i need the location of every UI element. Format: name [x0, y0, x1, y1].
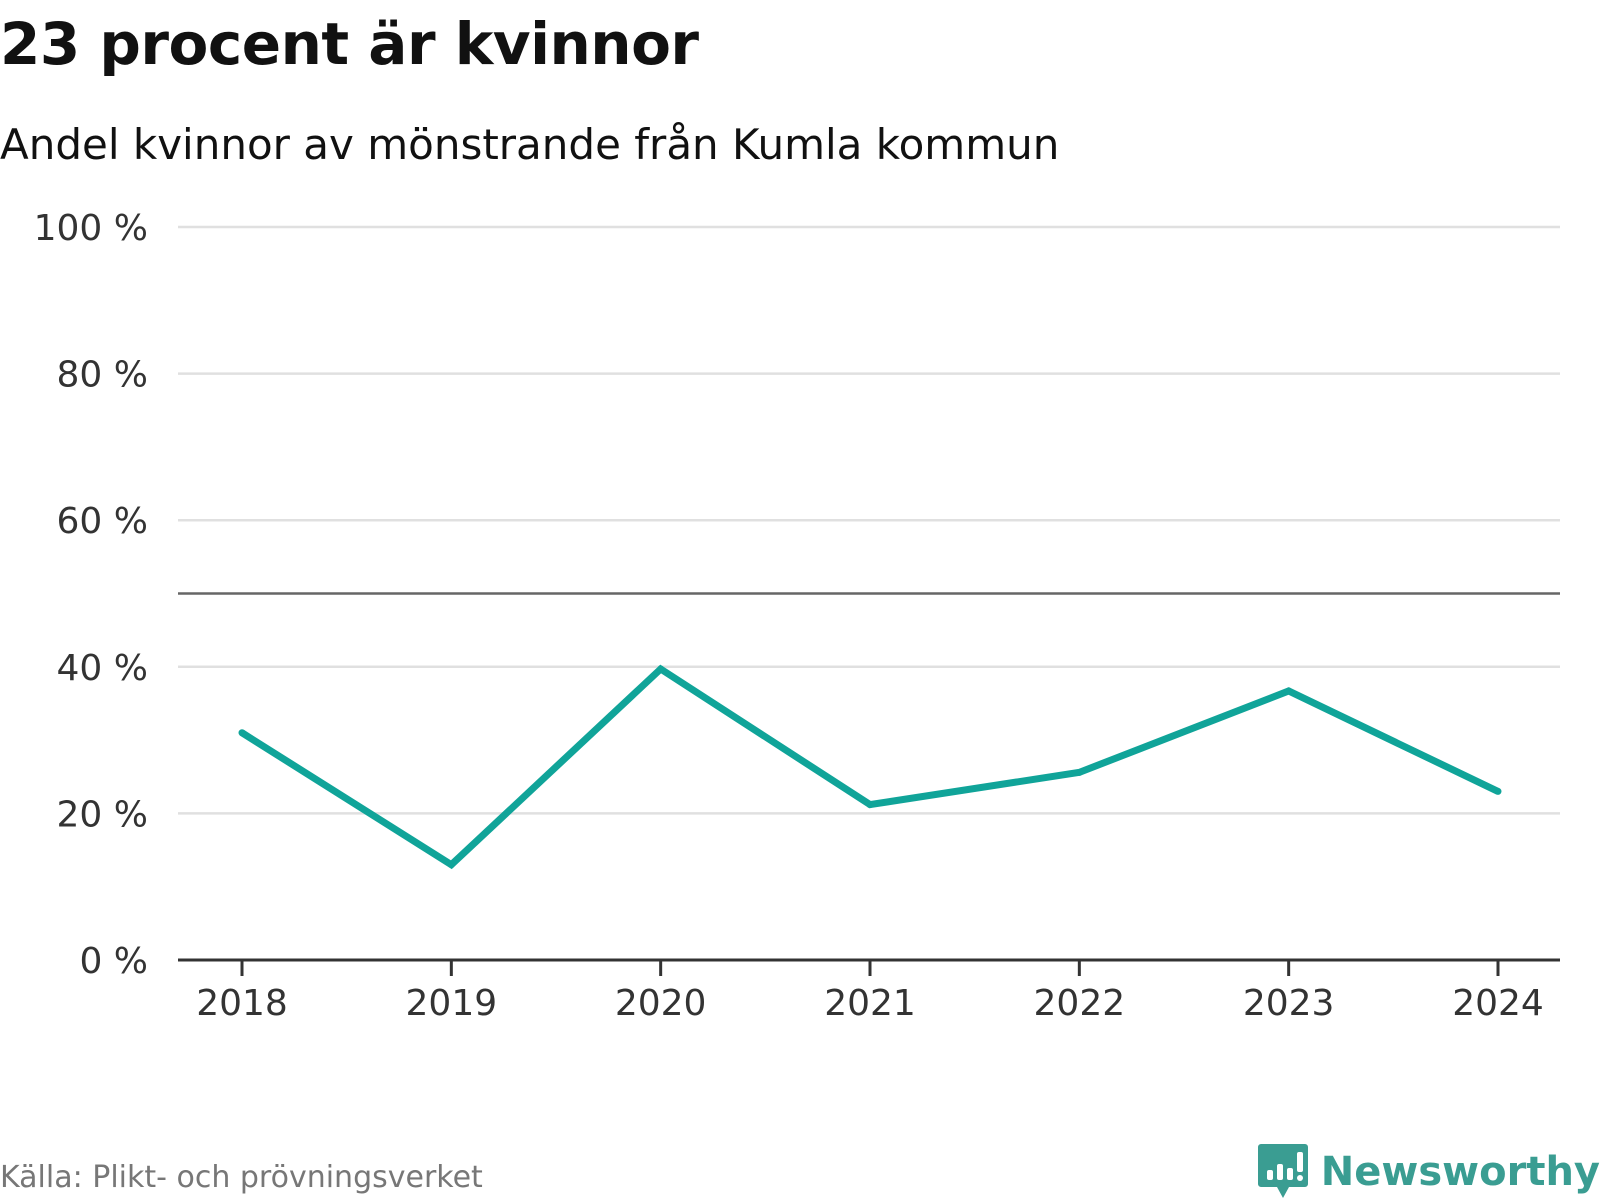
- data-point-2024: [1494, 787, 1502, 795]
- y-tick-label: 80 %: [57, 355, 148, 396]
- x-tick-label: 2023: [1243, 983, 1335, 1024]
- data-point-2018: [238, 729, 246, 737]
- data-point-2020: [657, 665, 665, 673]
- x-axis-tick-labels: 2018 2019 2020 2021 2022 2023 2024: [196, 983, 1544, 1024]
- newsworthy-logo-icon: [1257, 1144, 1308, 1198]
- x-tick-label: 2019: [406, 983, 498, 1024]
- x-tick-label: 2020: [615, 983, 707, 1024]
- x-tick-label: 2022: [1034, 983, 1126, 1024]
- x-tick-label: 2024: [1452, 983, 1544, 1024]
- y-tick-label: 60 %: [57, 501, 148, 542]
- y-tick-label: 20 %: [57, 794, 148, 835]
- y-tick-label: 40 %: [57, 648, 148, 689]
- series-layer: [238, 664, 1502, 870]
- brand-name: Newsworthy: [1320, 1149, 1600, 1195]
- x-tick-label: 2018: [196, 983, 288, 1024]
- data-point-2022: [1075, 768, 1083, 776]
- series-line-0: [240, 664, 1500, 870]
- data-point-2021: [866, 801, 874, 809]
- y-tick-label: 100 %: [34, 208, 148, 249]
- source-note: Källa: Plikt- och prövningsverket: [0, 1160, 483, 1195]
- data-point-2019: [447, 861, 455, 869]
- grid-layer: [178, 225, 1560, 815]
- brand-logo: Newsworthy: [1257, 1142, 1600, 1202]
- chart-title: 23 procent är kvinnor: [0, 10, 699, 78]
- y-tick-label: 0 %: [79, 941, 148, 982]
- y-axis-tick-labels: 0 % 20 % 40 % 60 % 80 % 100 %: [34, 208, 148, 982]
- x-axis: [178, 958, 1560, 976]
- x-tick-label: 2021: [824, 983, 916, 1024]
- chart-subtitle: Andel kvinnor av mönstrande från Kumla k…: [0, 120, 1060, 169]
- data-point-2023: [1285, 687, 1293, 695]
